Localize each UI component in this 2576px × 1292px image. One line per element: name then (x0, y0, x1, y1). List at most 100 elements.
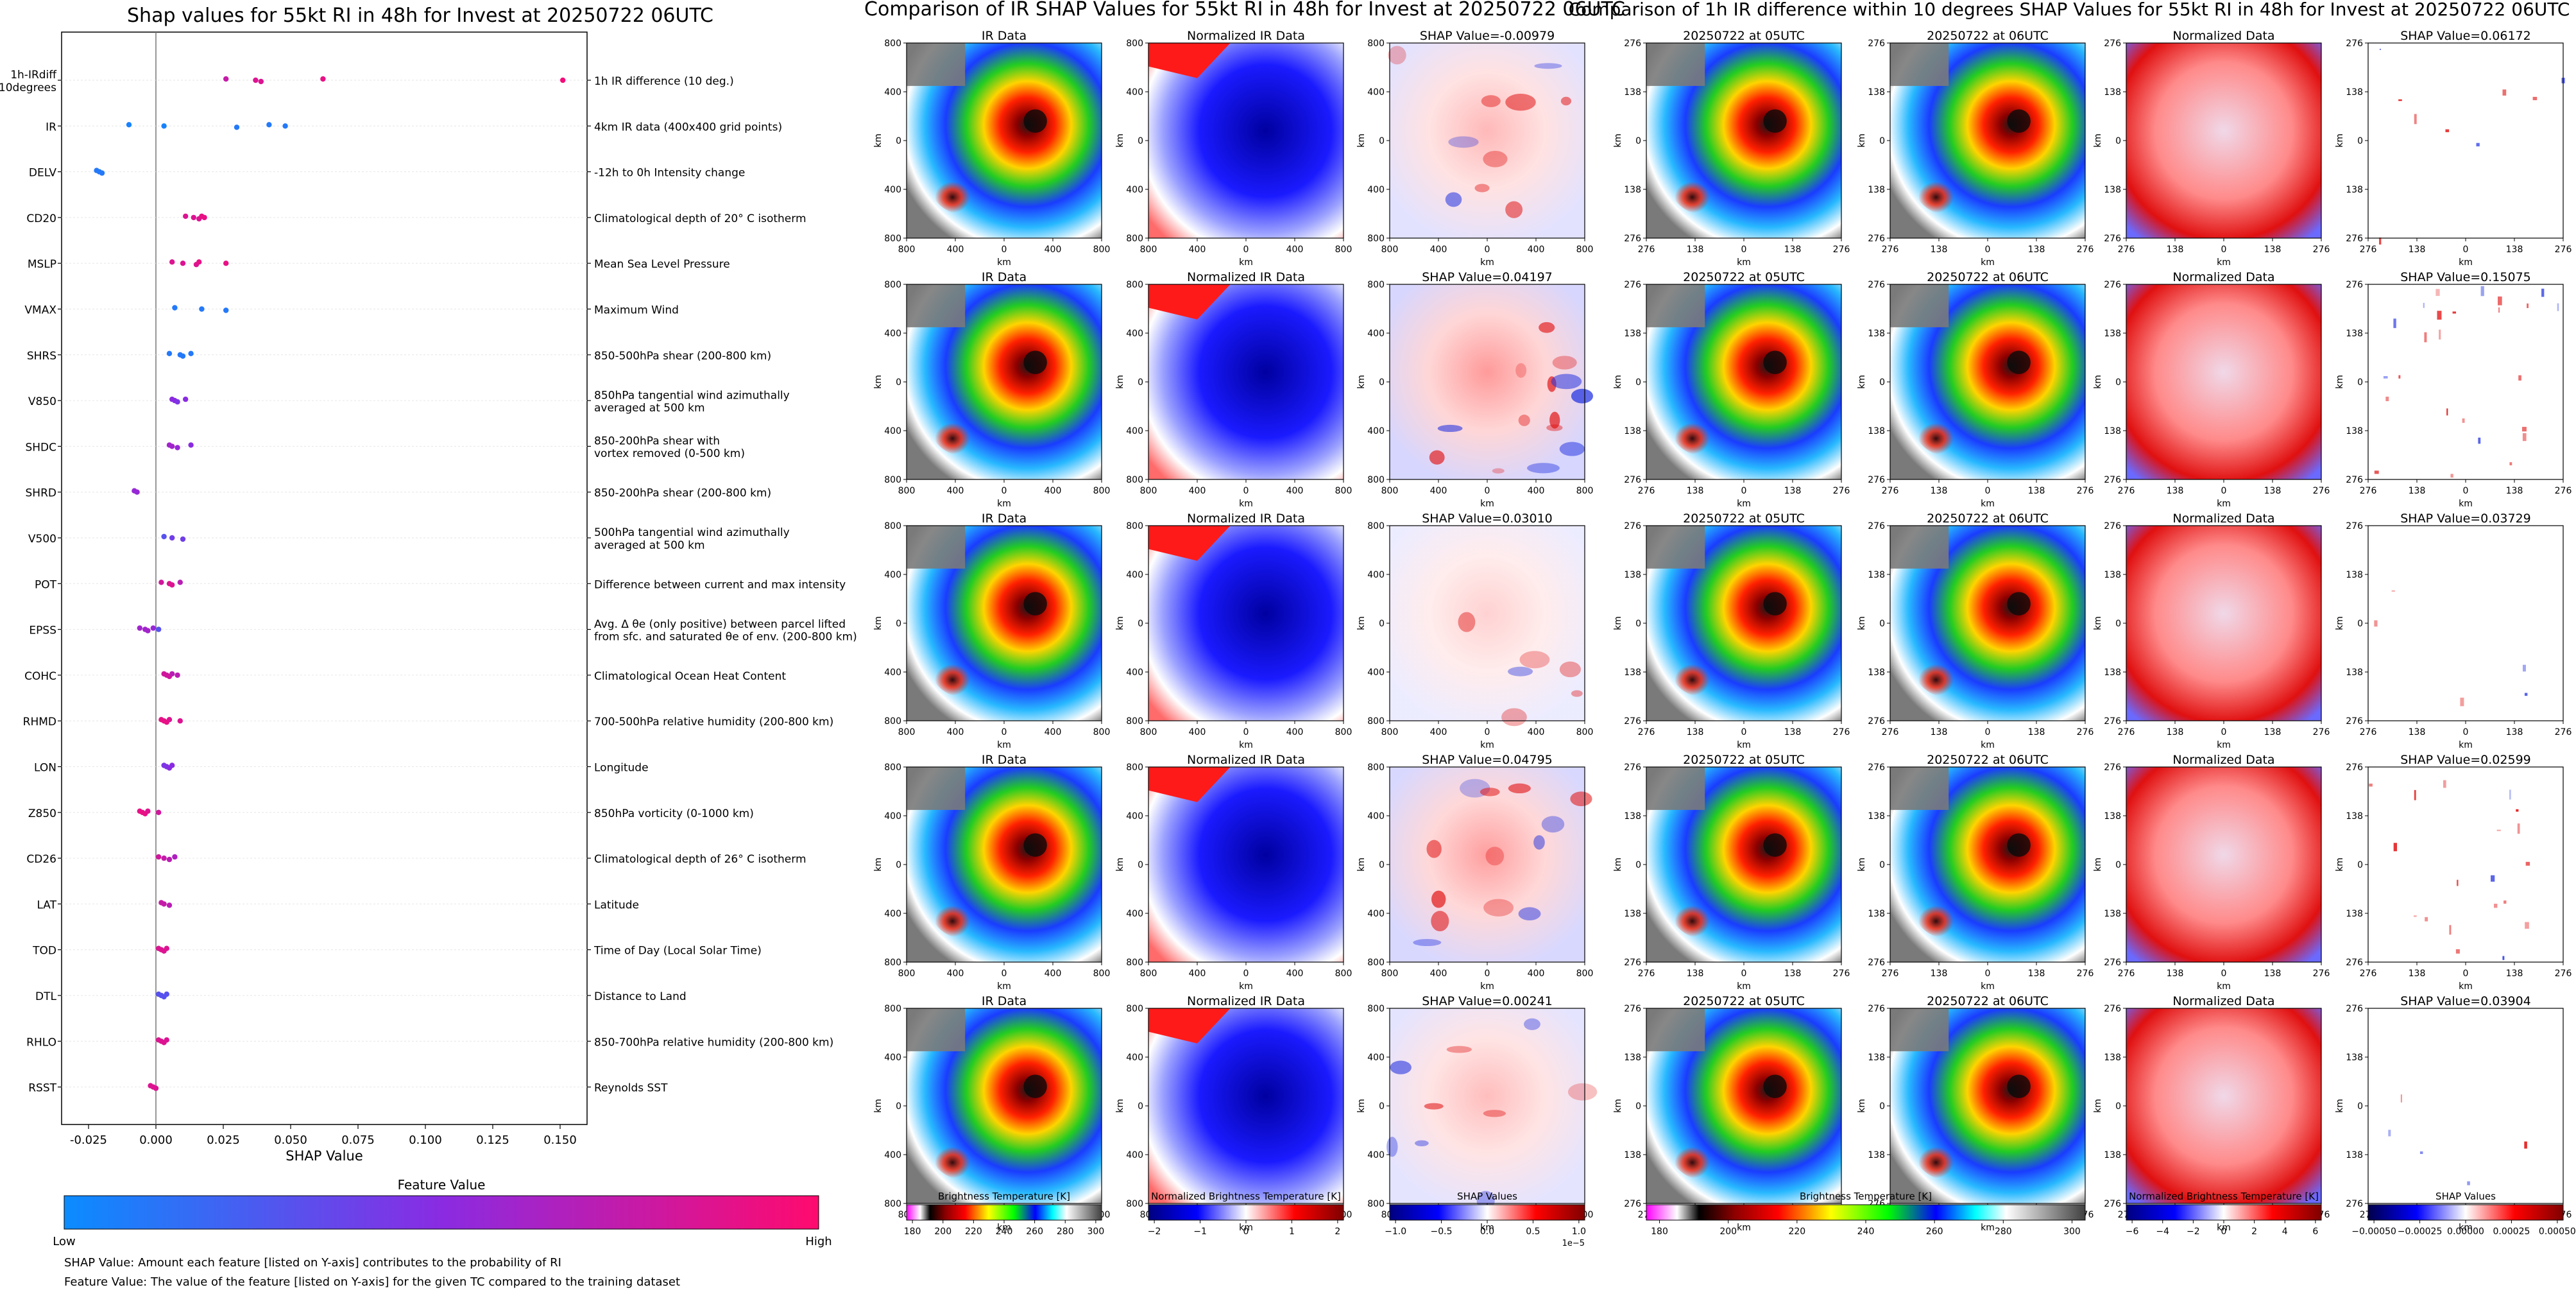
y-tick-label: 800 (1367, 521, 1385, 531)
x-tick-label: 276 (1833, 969, 1850, 979)
irdiff-panel: 20250722 at 06UTC27627613813800138138276… (1857, 753, 2094, 992)
x-axis-label: km (1480, 1223, 1494, 1233)
shap-point (158, 580, 164, 585)
x-tick-label: 276 (2555, 969, 2572, 979)
colorbar-tick-label: 300 (1088, 1227, 1105, 1237)
normalized-diff-image (2126, 284, 2321, 479)
x-tick-label: 0.075 (341, 1133, 375, 1147)
shap-blob (1539, 322, 1555, 333)
y-tick-label: 138 (1868, 426, 1885, 436)
x-tick-label: 400 (947, 245, 964, 255)
feature-description-line: 850hPa tangential wind azimuthally (594, 389, 790, 402)
ir-land-region (907, 767, 966, 810)
y-tick-label: 0 (1879, 1101, 1885, 1112)
x-tick-label: 276 (1638, 727, 1655, 737)
y-tick-label: 276 (2346, 521, 2363, 531)
footnote-shap: SHAP Value: Amount each feature [listed … (64, 1256, 561, 1270)
x-tick-label: 400 (1286, 486, 1304, 496)
irdiff-panel: 20250722 at 06UTC27627613813800138138276… (1857, 270, 2094, 509)
shap-blob (1524, 1018, 1540, 1030)
panel-title: Normalized IR Data (1187, 753, 1305, 767)
shap-point (156, 626, 162, 632)
x-axis-label: km (2217, 257, 2231, 268)
x-tick-label: 400 (1430, 486, 1447, 496)
y-tick-label: 400 (884, 87, 901, 98)
normalized-image (1148, 767, 1343, 962)
x-tick-label: 276 (1882, 727, 1899, 737)
y-axis-label: km (2093, 1099, 2103, 1113)
x-tick-label: 0 (1741, 969, 1747, 979)
y-axis-label: km (1857, 375, 1867, 389)
feature-description: 1h IR difference (10 deg.) (594, 75, 734, 88)
ir-panel: Normalized IR Data8008004004000040040080… (1115, 270, 1352, 509)
y-tick-label: 800 (884, 234, 901, 244)
colorbar-tick-label: 180 (1651, 1227, 1668, 1237)
shap-point (188, 442, 194, 448)
feature-label-line: SHRD (26, 487, 56, 500)
ir-panel: Normalized IR Data8008004004000040040080… (1115, 994, 1352, 1233)
y-tick-label: 800 (884, 1004, 901, 1014)
shap-point (169, 535, 175, 541)
shap-point (164, 1037, 169, 1043)
feature-label: SHRS (27, 350, 56, 363)
y-tick-label: 400 (884, 1053, 901, 1063)
irdiff-panel: 20250722 at 05UTC27627613813800138138276… (1613, 512, 1850, 750)
shap-speck (2393, 318, 2396, 329)
x-tick-label: 800 (1093, 727, 1111, 737)
colorbar-offset-label: 1e−5 (1562, 1239, 1585, 1248)
y-tick-label: 800 (1126, 39, 1143, 49)
x-tick-label: 276 (2313, 969, 2330, 979)
x-tick-label: 276 (1882, 486, 1899, 496)
feature-description: 700-500hPa relative humidity (200-800 km… (594, 716, 833, 728)
ir-secondary-cell (1913, 876, 1984, 939)
ir-cold-core (2007, 592, 2031, 616)
panel-title: IR Data (982, 753, 1027, 767)
shap-point (145, 808, 151, 814)
y-axis-label: km (1356, 857, 1367, 872)
shap-speck (2532, 96, 2538, 101)
y-tick-label: 800 (1126, 1199, 1143, 1209)
irdiff-panel: Normalized Data2762761381380013813827627… (2093, 29, 2330, 268)
colorbar-tick-label: 240 (996, 1227, 1013, 1237)
feature-label-line: COHC (24, 670, 56, 683)
shap-blob (1481, 95, 1501, 107)
y-tick-label: 276 (2346, 475, 2363, 485)
shap-point (175, 445, 180, 451)
shap-point (172, 305, 178, 311)
y-axis-label: km (1857, 1099, 1867, 1113)
x-axis-label: km (2217, 740, 2231, 750)
ir-secondary-cell (930, 152, 1000, 215)
x-tick-label: 138 (2506, 969, 2523, 979)
shap-blob (1492, 468, 1505, 474)
x-tick-label: 400 (1045, 486, 1062, 496)
y-tick-label: 800 (884, 521, 901, 531)
y-tick-label: 800 (1367, 39, 1385, 49)
x-tick-label: 0 (1985, 969, 1991, 979)
feature-label: RSST (28, 1082, 56, 1095)
x-axis-label: km (997, 981, 1011, 992)
x-tick-label: 400 (1286, 969, 1304, 979)
shap-speck (2443, 780, 2446, 788)
x-tick-label: 400 (1189, 486, 1206, 496)
y-tick-label: 276 (1624, 1004, 1641, 1014)
y-tick-label: 400 (1126, 1053, 1143, 1063)
y-tick-label: 276 (1868, 1004, 1885, 1014)
y-axis-label: km (1857, 616, 1867, 630)
ir-cold-core (1763, 833, 1787, 857)
shap-speck (2419, 1151, 2423, 1154)
x-tick-label: 276 (2077, 969, 2094, 979)
y-tick-label: 400 (1367, 87, 1385, 98)
y-tick-label: 276 (2346, 280, 2363, 290)
colorbar-tick-label: 0.00025 (2493, 1227, 2530, 1237)
y-tick-label: 138 (2104, 570, 2121, 580)
x-tick-label: 800 (898, 245, 916, 255)
x-tick-label: 0 (1741, 727, 1747, 737)
feature-label: VMAX (24, 304, 56, 317)
x-tick-label: 800 (1140, 727, 1157, 737)
x-tick-label: 800 (1576, 245, 1594, 255)
panel-title: Normalized IR Data (1187, 29, 1305, 43)
y-tick-label: 800 (1367, 716, 1385, 727)
x-tick-label: 276 (2118, 969, 2135, 979)
y-tick-label: 276 (2104, 1004, 2121, 1014)
shap-speck (2385, 397, 2389, 402)
